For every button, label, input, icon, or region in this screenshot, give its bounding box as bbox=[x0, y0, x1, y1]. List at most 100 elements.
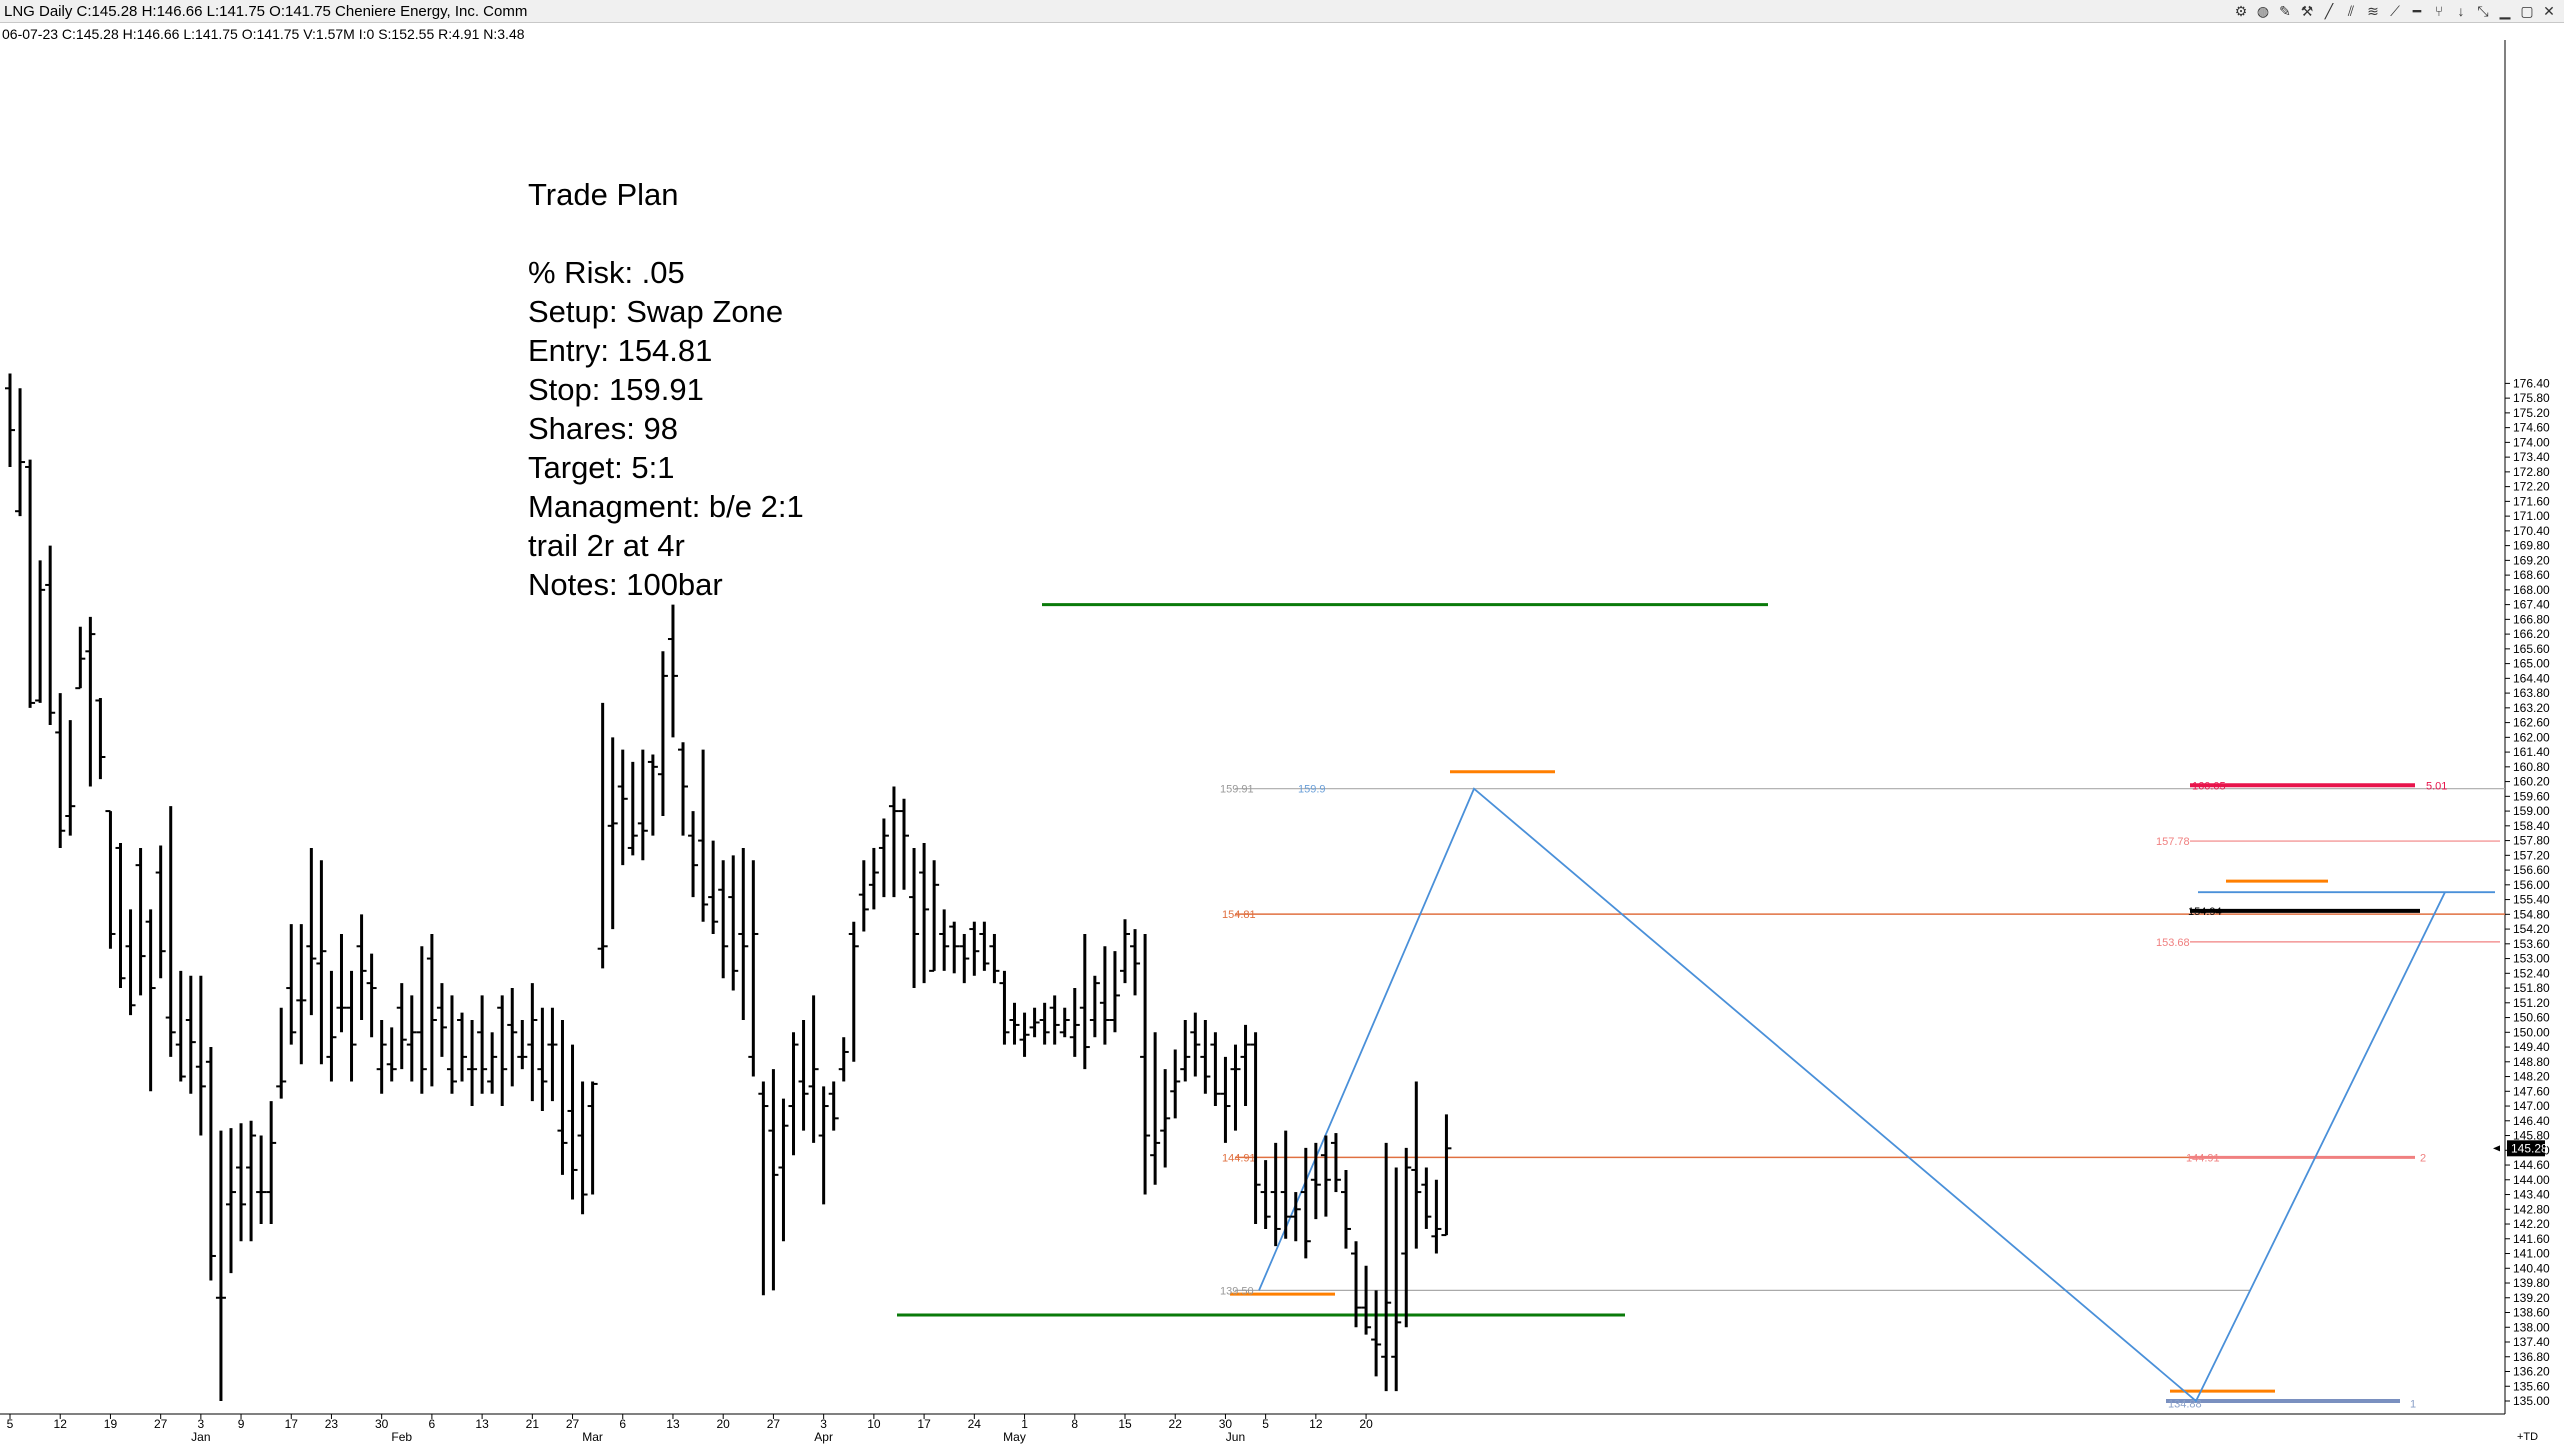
half-target-r-label: 2 bbox=[2420, 1152, 2426, 1164]
ohlc-bar bbox=[1240, 1024, 1251, 1107]
month-label: May bbox=[1003, 1430, 1026, 1444]
month-label: Jun bbox=[1226, 1430, 1245, 1444]
y-tick-label: 163.80 bbox=[2513, 686, 2550, 700]
ohlc-bar bbox=[1049, 995, 1060, 1045]
ohlc-bar bbox=[105, 810, 116, 949]
y-tick-label: 135.00 bbox=[2513, 1394, 2550, 1408]
y-tick-label: 166.20 bbox=[2513, 627, 2550, 641]
ohlc-bar bbox=[1270, 1142, 1281, 1247]
ohlc-bar bbox=[155, 845, 166, 979]
ohlc-bar bbox=[828, 1081, 839, 1131]
y-tick-label: 136.80 bbox=[2513, 1350, 2550, 1364]
ohlc-bar bbox=[537, 1007, 548, 1111]
ohlc-bar bbox=[979, 921, 990, 971]
ohlc-bar bbox=[286, 924, 297, 1045]
y-tick-label: 148.80 bbox=[2513, 1055, 2550, 1069]
ohlc-bar bbox=[396, 983, 407, 1070]
ohlc-bar bbox=[497, 995, 508, 1107]
ohlc-bar bbox=[888, 786, 899, 898]
hline-icon[interactable]: ━ bbox=[2412, 3, 2422, 19]
color-icon[interactable]: ◍ bbox=[2256, 3, 2270, 19]
y-tick-label: 174.60 bbox=[2513, 421, 2550, 435]
y-tick-label: 157.80 bbox=[2513, 834, 2550, 848]
ohlc-bar bbox=[597, 702, 608, 969]
r1-label: 153.68 bbox=[2156, 937, 2190, 949]
y-tick-label: 172.20 bbox=[2513, 480, 2550, 494]
ohlc-bar bbox=[1220, 1056, 1231, 1143]
axis-corner-label: +TD bbox=[2517, 1431, 2538, 1443]
ohlc-bar bbox=[1190, 1012, 1201, 1077]
month-label: Mar bbox=[582, 1430, 603, 1444]
ohlc-bar bbox=[276, 1007, 287, 1099]
wrench-icon[interactable]: ⚒ bbox=[2300, 3, 2314, 19]
y-tick-label: 175.80 bbox=[2513, 391, 2550, 405]
ohlc-bar bbox=[25, 459, 36, 708]
y-tick-label: 162.60 bbox=[2513, 716, 2550, 730]
fib-icon[interactable]: ≋ bbox=[2367, 3, 2379, 19]
ohlc-bar bbox=[708, 840, 719, 934]
ohlc-bar bbox=[125, 909, 136, 1016]
x-tick-label: 5 bbox=[1262, 1417, 1269, 1431]
ohlc-bar bbox=[386, 1027, 397, 1082]
fork-icon[interactable]: ⑂ bbox=[2434, 3, 2444, 19]
bottom-r-label: 1 bbox=[2410, 1398, 2416, 1410]
trade-plan-annotation: Trade Plan % Risk: .05 Setup: Swap Zone … bbox=[528, 175, 804, 604]
y-tick-label: 154.80 bbox=[2513, 907, 2550, 921]
gear-icon[interactable]: ⚙ bbox=[2234, 3, 2248, 19]
ohlc-bar bbox=[939, 909, 950, 971]
ohlc-bar bbox=[1290, 1192, 1301, 1242]
ohlc-bar bbox=[135, 847, 146, 996]
ohlc-bar bbox=[1130, 929, 1141, 996]
ohlc-bar bbox=[1029, 1007, 1040, 1038]
minimize-icon[interactable]: ▁ bbox=[2499, 3, 2511, 19]
y-tick-label: 168.00 bbox=[2513, 583, 2550, 597]
half-target-label: 144.91 bbox=[2186, 1152, 2220, 1164]
target-r-label: 5.01 bbox=[2426, 780, 2447, 792]
partial-level-label: 144.91 bbox=[1222, 1152, 1256, 1164]
ohlc-bar bbox=[1421, 1167, 1432, 1229]
ohlc-bar bbox=[477, 995, 488, 1094]
y-tick-label: 151.20 bbox=[2513, 996, 2550, 1010]
ohlc-bar bbox=[296, 924, 307, 1065]
trade-plan-line: Entry: 154.81 bbox=[528, 333, 713, 368]
x-tick-label: 20 bbox=[1359, 1417, 1373, 1431]
maximize-icon[interactable]: ▢ bbox=[2520, 3, 2534, 19]
line-icon[interactable]: ╱ bbox=[2324, 3, 2334, 19]
y-tick-label: 142.20 bbox=[2513, 1217, 2550, 1231]
ohlc-bar bbox=[446, 995, 457, 1094]
stop-level-label: 159.91 bbox=[1220, 784, 1254, 796]
ohlc-bar bbox=[145, 909, 156, 1092]
ohlc-bar bbox=[1391, 1167, 1402, 1392]
ohlc-bar bbox=[1119, 919, 1130, 984]
trade-plan-line: Target: 5:1 bbox=[528, 450, 675, 485]
low-pivot-label: 139.50 bbox=[1220, 1285, 1254, 1297]
close-icon[interactable]: ✕ bbox=[2543, 3, 2555, 19]
y-tick-label: 156.00 bbox=[2513, 878, 2550, 892]
y-tick-label: 159.00 bbox=[2513, 804, 2550, 818]
trend-icon[interactable]: ⟋ bbox=[2390, 3, 2400, 19]
ohlc-bar bbox=[215, 1130, 226, 1401]
stop-level-label-2: 159.9 bbox=[1298, 784, 1326, 796]
ohlc-bar bbox=[5, 373, 15, 467]
ohlc-bar bbox=[205, 1047, 216, 1281]
ohlc-bar bbox=[1381, 1142, 1392, 1392]
y-tick-label: 138.00 bbox=[2513, 1320, 2550, 1334]
down-arrow-icon[interactable]: ↓ bbox=[2457, 3, 2465, 19]
pencil-icon[interactable]: ✎ bbox=[2279, 3, 2291, 19]
ohlc-bar bbox=[798, 1020, 809, 1131]
ohlc-bar bbox=[567, 1044, 578, 1200]
ohlc-bar bbox=[1431, 1179, 1442, 1254]
y-tick-label: 157.20 bbox=[2513, 848, 2550, 862]
y-tick-label: 136.20 bbox=[2513, 1365, 2550, 1379]
resize-icon[interactable]: ⤡ bbox=[2477, 3, 2489, 19]
channel-icon[interactable]: ⫽ bbox=[2347, 3, 2355, 19]
y-tick-label: 161.40 bbox=[2513, 745, 2550, 759]
y-tick-label: 171.00 bbox=[2513, 509, 2550, 523]
ohlc-bar bbox=[1109, 951, 1120, 1033]
ohlc-bar bbox=[547, 1007, 558, 1102]
y-tick-label: 160.80 bbox=[2513, 760, 2550, 774]
bottom-label: 134.88 bbox=[2168, 1398, 2202, 1410]
ohlc-bar bbox=[718, 860, 729, 979]
entry-marker-label: 154.94 bbox=[2188, 906, 2222, 918]
